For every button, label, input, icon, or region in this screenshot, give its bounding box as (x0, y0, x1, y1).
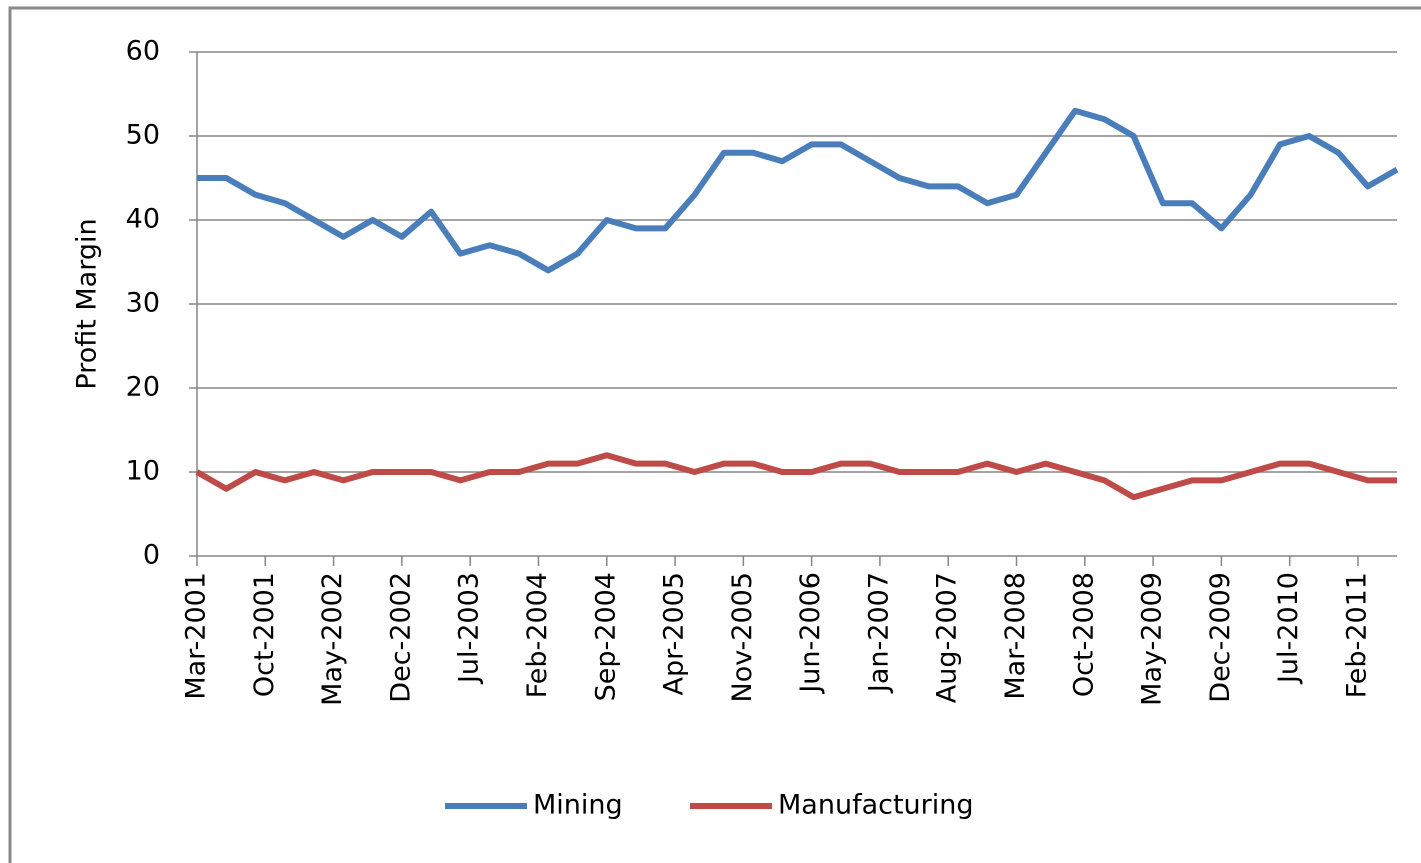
x-tick-label: Jun-2006 (795, 572, 826, 695)
line-series (197, 107, 1399, 274)
x-tick-label: May-2002 (317, 572, 348, 706)
x-tick-label: Oct-2008 (1068, 572, 1099, 697)
x-tick-label: Feb-2011 (1341, 572, 1372, 698)
x-tick-label: Oct-2001 (249, 572, 280, 697)
y-tick-label: 0 (143, 540, 160, 571)
y-axis-label: Profit Margin (72, 218, 103, 389)
x-tick-label: Jan-2007 (863, 572, 894, 694)
legend-label: Mining (533, 790, 623, 821)
x-tick-label: Mar-2008 (1000, 572, 1031, 700)
y-tick-label: 30 (126, 288, 160, 319)
x-tick-label: Aug-2007 (932, 572, 963, 703)
x-tick-label: Mar-2001 (181, 572, 212, 700)
x-tick-label: Sep-2004 (590, 572, 621, 701)
y-tick-label: 50 (126, 120, 160, 151)
x-tick-label: Nov-2005 (727, 572, 758, 702)
x-tick-label: Feb-2004 (522, 572, 553, 698)
y-tick-label: 40 (126, 204, 160, 235)
x-tick-label: Apr-2005 (659, 572, 690, 695)
x-tick-label: Jul-2003 (454, 572, 485, 685)
x-tick-label: May-2009 (1137, 572, 1168, 706)
x-tick-label: Jul-2010 (1273, 572, 1304, 685)
y-tick-label: 20 (126, 372, 160, 403)
chart-frame (8, 6, 1421, 863)
y-tick-label: 60 (126, 36, 160, 67)
line-series (195, 452, 1397, 501)
x-tick-label: Dec-2002 (385, 572, 416, 703)
y-tick-label: 10 (126, 456, 160, 487)
legend-label: Manufacturing (778, 790, 974, 821)
x-tick-label: Dec-2009 (1205, 572, 1236, 703)
